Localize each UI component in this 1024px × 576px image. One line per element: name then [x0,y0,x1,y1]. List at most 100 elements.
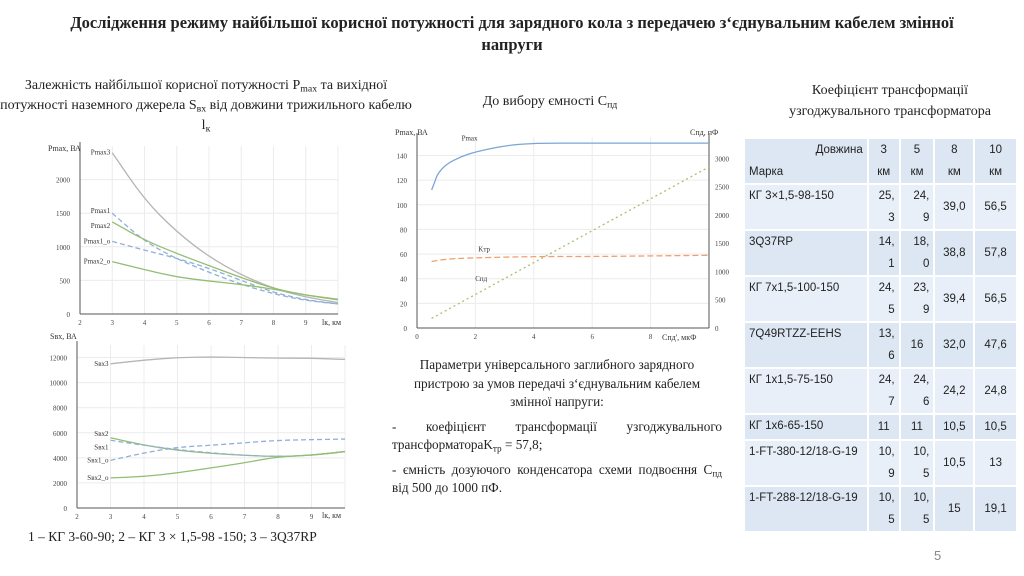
cell-3km: 24, 5 [866,275,901,323]
caption-text: та вихідної потужності наземного джерела [0,78,388,113]
y-tick-label: 60 [400,251,408,259]
cell-brand: КГ 1x6-65-150 [743,413,869,441]
header-unit: км [947,166,961,178]
y2-tick-label: 1000 [715,268,730,276]
x-tick-label: 2 [474,333,478,341]
header-10km: 10 км [973,137,1018,185]
cell-8km: 10,5 [933,439,976,487]
cell-part: 9 [888,468,895,480]
cell-part: 5 [922,468,930,480]
table-row: 1-FT-380-12/18-G-19 10, 9 10, 5 10,5 13 [743,439,1018,487]
cell-part: 10, [878,492,895,504]
symbol-p: P [292,78,301,93]
cell-part: 24, [878,374,895,386]
cell-part: 0 [922,258,930,270]
cell-brand: КГ 7x1,5-100-150 [743,275,869,323]
series-line-pmax2 [111,221,339,300]
header-value: 10 [989,144,1002,156]
y2-tick-label: 0 [715,325,719,333]
caption-text: Залежність найбільшої корисної потужност… [24,78,293,93]
symbol-p-sub: max [300,83,318,95]
table-row: КГ 1x1,5-75-150 24, 7 24, 6 24,2 24,8 [743,367,1018,415]
cell-part: 13, [878,328,895,340]
y-tick-label: 8000 [53,405,68,413]
x-tick-label: 6 [207,319,211,327]
parameter-cpd: - ємність дозуючого конденсатора схеми п… [392,461,722,498]
cell-8km: 39,4 [933,275,976,323]
slide-title: Дослідження режиму найбільшої корисної п… [70,13,954,54]
left-chart-caption: Залежність найбільшої корисної потужност… [0,76,412,136]
x-tick-label: 4 [532,333,536,341]
header-5km: 5 км [898,137,936,185]
series-label: Sвх2 [94,430,109,438]
series-line-sвх3 [110,356,346,365]
series-label: Sвх3 [94,360,109,368]
x-tick-label: 6 [209,513,213,521]
table-caption: Коефіцієнт трансформації узгоджувального… [789,83,991,119]
y-tick-label: 140 [397,152,408,160]
cell-5km: 11 [898,413,936,441]
cell-10km: 47,6 [973,321,1018,369]
cell-part: 14, [878,236,895,248]
x-tick-label: 2 [75,513,79,521]
header-3km: 3 км [866,137,901,185]
cell-3km: 10, 5 [866,485,901,533]
parameter-sub: тр [492,443,502,454]
x-tick-label: 7 [243,513,247,521]
cell-part: 24, [913,374,930,386]
cell-8km: 24,2 [933,367,976,415]
parameter-text: - ємність дозуючого конденсатора схеми п… [392,461,713,477]
cell-3km: 25, 3 [866,183,901,231]
header-corner: Довжина Марка [743,137,869,185]
table-row: КГ 3×1,5-98-150 25, 3 24, 9 39,0 56,5 [743,183,1018,231]
cell-5km: 24, 9 [898,183,936,231]
series-label: Pmax2_o [84,258,111,266]
series-label: Pmax1 [91,207,111,215]
x-tick-label: 9 [304,319,308,327]
cell-part: 24, [913,190,930,202]
series-line-pmax3 [111,152,339,304]
cell-part: 25, [878,190,895,202]
y-tick-label: 2000 [56,177,71,185]
x-axis-label: lк, км [322,318,341,327]
table-header-row: Довжина Марка 3 км 5 км 8 км 10 км [743,137,1018,185]
series-line-pmax [430,142,709,191]
cell-brand: 3Q37RP [743,229,869,277]
series-line-спд [431,166,710,319]
cell-brand: КГ 3×1,5-98-150 [743,183,869,231]
y-tick-label: 0 [404,325,408,333]
series-line-pmax2_o [112,260,339,301]
cell-brand: 1-FT-288-12/18-G-19 [743,485,869,533]
cell-5km: 10, 5 [898,485,936,533]
table-row: 7Q49RTZZ-EEHS 13, 6 16 32,0 47,6 [743,321,1018,369]
cell-5km: 24, 6 [898,367,936,415]
y-tick-label: 2000 [53,480,68,488]
x-tick-label: 5 [175,319,179,327]
x-tick-label: 8 [272,319,276,327]
header-value: 3 [880,144,887,156]
x-axis-label: Cпд', мкФ [662,333,696,342]
y-tick-label: 500 [60,277,71,285]
y-axis-label: Sвх, ВА [50,332,77,341]
parameter-symbol: K [483,437,493,452]
transformation-coefficient-table: Довжина Марка 3 км 5 км 8 км 10 км КГ 3×1,5-9… [743,137,1018,533]
symbol-s-sub: вх [196,103,207,115]
cell-brand: КГ 1x1,5-75-150 [743,367,869,415]
header-unit: км [877,166,891,178]
header-length: Довжина [815,144,863,156]
cell-8km: 15 [933,485,976,533]
header-value: 8 [951,144,958,156]
cell-8km: 10,5 [933,413,976,441]
y2-tick-label: 3000 [715,155,730,163]
middle-chart-caption: До вибору ємності Cпд [400,94,700,110]
x-tick-label: 8 [276,513,280,521]
y-tick-label: 40 [400,276,408,284]
series-label: Спд [475,275,487,283]
header-unit: км [910,166,924,178]
series-line-pmax1 [111,212,339,305]
x-tick-label: 4 [143,319,147,327]
y-tick-label: 12000 [50,355,68,363]
y-tick-label: 6000 [53,430,68,438]
series-label: Sвх2_o [87,474,109,482]
table-row: КГ 1x6-65-150 11 11 10,5 10,5 [743,413,1018,441]
